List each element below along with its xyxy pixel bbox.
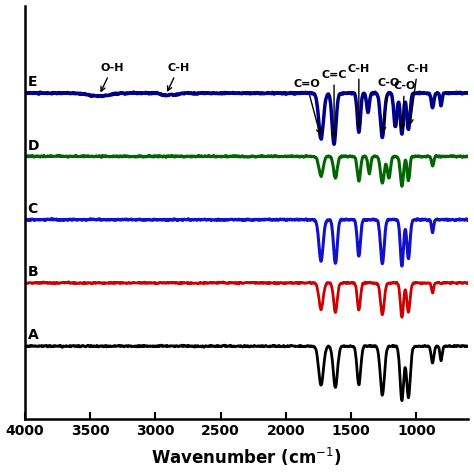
Text: C-H: C-H [406,64,428,124]
Text: O-H: O-H [100,63,124,91]
Text: C: C [27,202,38,216]
Text: C=C: C=C [321,70,347,137]
Text: B: B [27,265,38,279]
Text: E: E [27,75,37,89]
Text: D: D [27,138,39,153]
Text: A: A [27,328,38,342]
X-axis label: Wavenumber (cm$^{-1}$): Wavenumber (cm$^{-1}$) [151,447,342,468]
Text: C-H: C-H [168,63,190,91]
Text: C-O: C-O [378,78,400,132]
Text: C-O: C-O [393,81,416,129]
Text: C-H: C-H [348,64,370,127]
Text: C=O: C=O [293,79,321,134]
